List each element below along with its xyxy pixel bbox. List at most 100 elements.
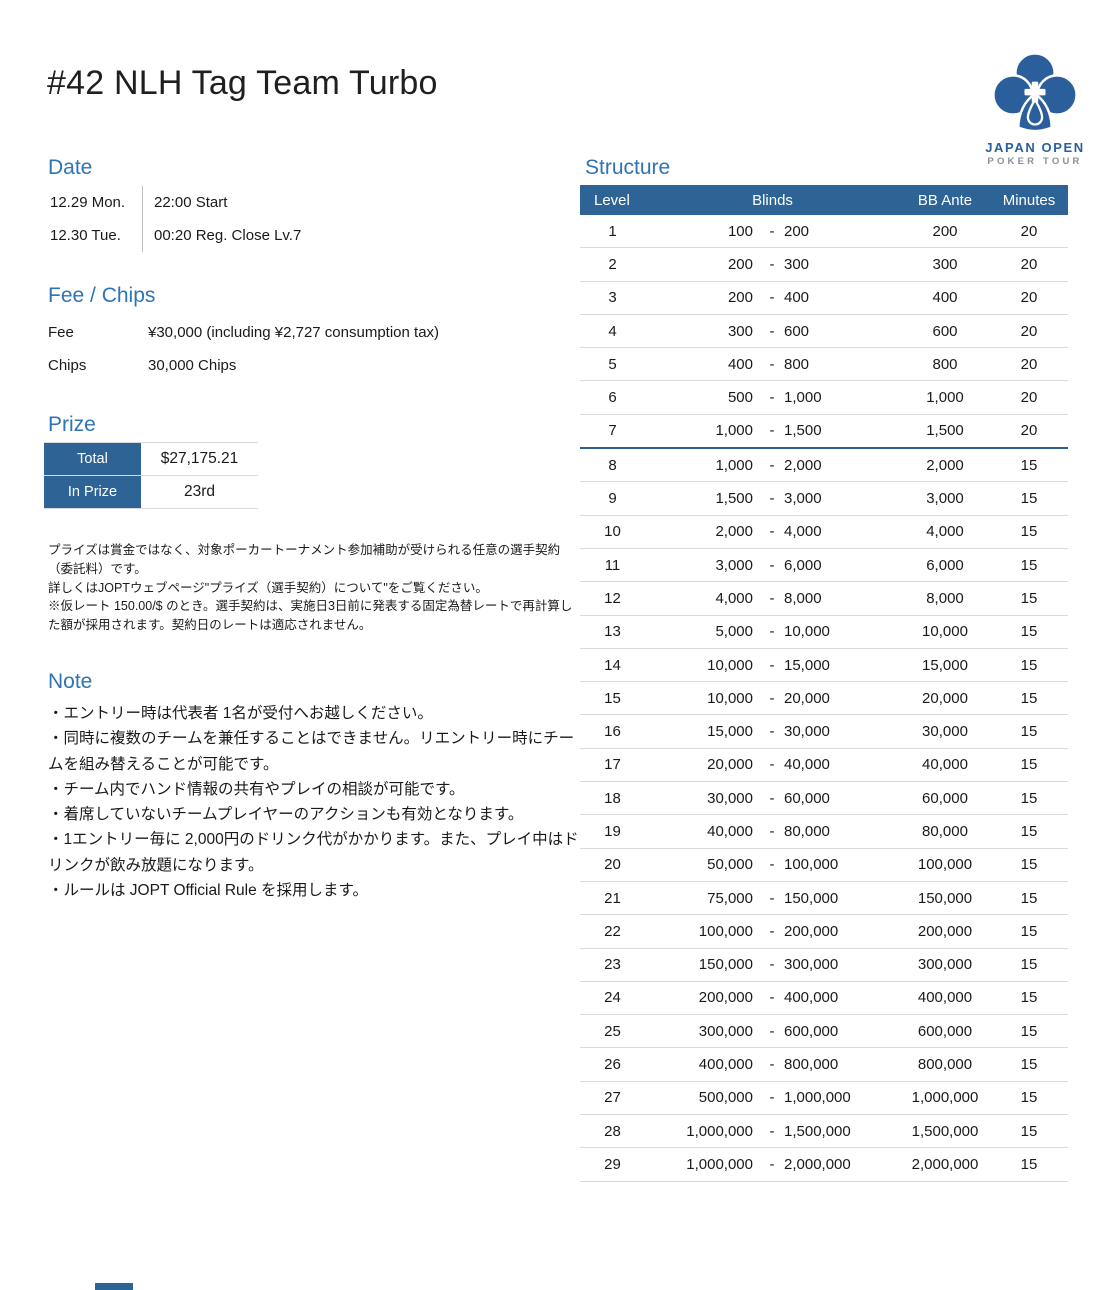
level-cell: 9 [608, 490, 617, 508]
bb-ante-cell: 10,000 [922, 623, 968, 641]
structure-row: 18 30,000 - 60,000 60,000 15 [580, 782, 1068, 816]
small-blind-cell: 75,000 [707, 889, 753, 907]
small-blind-cell: 30,000 [707, 789, 753, 807]
level-cell: 10 [604, 523, 621, 541]
structure-row: 28 1,000,000 - 1,500,000 1,500,000 15 [580, 1115, 1068, 1149]
level-cell: 6 [608, 389, 617, 407]
prize-table: Total $27,175.21 In Prize 23rd [44, 442, 258, 509]
bb-ante-cell: 200,000 [917, 922, 973, 940]
level-column-header: Level [594, 191, 630, 209]
structure-row: 25 300,000 - 600,000 600,000 15 [580, 1015, 1068, 1049]
level-cell: 15 [604, 689, 621, 707]
small-blind-cell: 200 [727, 255, 753, 273]
minutes-cell: 15 [1020, 689, 1038, 707]
note-item: ・着席していないチームプレイヤーのアクションも有効となります。 [48, 806, 524, 823]
small-blind-cell: 500,000 [698, 1089, 753, 1107]
bb-ante-cell: 8,000 [926, 589, 964, 607]
level-cell: 29 [604, 1155, 621, 1173]
small-blind-cell: 300,000 [698, 1022, 753, 1040]
prize-total-label: Total [44, 443, 141, 475]
minutes-cell: 15 [1020, 723, 1038, 741]
bb-ante-cell: 1,000 [926, 389, 964, 407]
minutes-cell: 15 [1020, 589, 1038, 607]
small-blind-cell: 100 [727, 222, 753, 240]
bb-ante-cell: 600 [932, 322, 958, 340]
structure-row: 11 3,000 - 6,000 6,000 15 [580, 549, 1068, 583]
prize-inprize-row: In Prize 23rd [44, 476, 258, 509]
level-cell: 21 [604, 889, 621, 907]
minutes-cell: 20 [1020, 422, 1038, 440]
blinds-separator: - [769, 289, 775, 307]
structure-row: 6 500 - 1,000 1,000 20 [580, 381, 1068, 415]
level-cell: 19 [604, 822, 621, 840]
bb-ante-cell: 40,000 [922, 756, 968, 774]
big-blind-cell: 3,000 [784, 490, 822, 508]
bb-ante-cell: 400 [932, 289, 958, 307]
minutes-cell: 15 [1020, 556, 1038, 574]
blinds-separator: - [769, 456, 775, 474]
level-cell: 4 [608, 322, 617, 340]
structure-row: 24 200,000 - 400,000 400,000 15 [580, 982, 1068, 1016]
big-blind-cell: 200,000 [784, 922, 839, 940]
minutes-cell: 20 [1020, 355, 1038, 373]
big-blind-cell: 8,000 [784, 589, 822, 607]
small-blind-cell: 400 [727, 355, 753, 373]
blinds-separator: - [769, 355, 775, 373]
small-blind-cell: 2,000 [715, 523, 753, 541]
chips-value: 30,000 Chips [148, 357, 237, 374]
bb-ante-cell: 20,000 [922, 689, 968, 707]
logo-text-line2: POKER TOUR [987, 156, 1083, 167]
big-blind-cell: 20,000 [784, 689, 830, 707]
big-blind-cell: 40,000 [784, 756, 830, 774]
minutes-cell: 15 [1020, 1122, 1038, 1140]
minutes-cell: 15 [1020, 1155, 1038, 1173]
blinds-separator: - [769, 956, 775, 974]
blinds-separator: - [769, 1155, 775, 1173]
structure-row: 26 400,000 - 800,000 800,000 15 [580, 1048, 1068, 1082]
level-cell: 1 [608, 222, 617, 240]
small-blind-cell: 200 [727, 289, 753, 307]
bb-ante-cell: 150,000 [917, 889, 973, 907]
blinds-separator: - [769, 856, 775, 874]
small-blind-cell: 500 [727, 389, 753, 407]
prize-disclaimer-paragraph: プライズは賞金ではなく、対象ポーカートーナメント参加補助が受けられる任意の選手契… [48, 543, 561, 576]
blinds-separator: - [769, 422, 775, 440]
minutes-cell: 15 [1020, 623, 1038, 641]
minutes-cell: 15 [1020, 456, 1038, 474]
bb-ante-cell: 2,000 [926, 456, 964, 474]
structure-row: 27 500,000 - 1,000,000 1,000,000 15 [580, 1082, 1068, 1116]
big-blind-cell: 200 [784, 222, 810, 240]
big-blind-cell: 60,000 [784, 789, 830, 807]
level-cell: 13 [604, 623, 621, 641]
blinds-separator: - [769, 689, 775, 707]
structure-row: 1 100 - 200 200 20 [580, 215, 1068, 249]
small-blind-cell: 1,000,000 [686, 1155, 753, 1173]
level-cell: 25 [604, 1022, 621, 1040]
structure-row: 9 1,500 - 3,000 3,000 15 [580, 482, 1068, 516]
logo-text-line1: JAPAN OPEN [985, 140, 1085, 155]
level-cell: 7 [608, 422, 617, 440]
blinds-separator: - [769, 322, 775, 340]
note-item: ・1エントリー毎に 2,000円のドリンク代がかかります。また、プレイ中はドリン… [48, 831, 579, 874]
level-cell: 17 [604, 756, 621, 774]
minutes-cell: 15 [1020, 922, 1038, 940]
prize-disclaimer-paragraph: ※仮レート 150.00/$ のとき。選手契約は、実施日3日前に発表する固定為替… [48, 599, 573, 632]
big-blind-cell: 6,000 [784, 556, 822, 574]
structure-heading: Structure [585, 156, 671, 179]
bb-ante-cell: 1,500,000 [911, 1122, 979, 1140]
minutes-cell: 15 [1020, 756, 1038, 774]
prize-inprize-label: In Prize [44, 476, 141, 508]
big-blind-cell: 600,000 [784, 1022, 839, 1040]
note-list: ・エントリー時は代表者 1名が受付へお越しください。 ・同時に複数のチームを兼任… [48, 701, 580, 903]
date-event: 22:00 Start [142, 186, 301, 219]
minutes-cell: 15 [1020, 1022, 1038, 1040]
blinds-separator: - [769, 1122, 775, 1140]
structure-row: 14 10,000 - 15,000 15,000 15 [580, 649, 1068, 683]
level-cell: 18 [604, 789, 621, 807]
level-cell: 3 [608, 289, 617, 307]
big-blind-cell: 800 [784, 355, 810, 373]
structure-row: 5 400 - 800 800 20 [580, 348, 1068, 382]
small-blind-cell: 20,000 [707, 756, 753, 774]
minutes-cell: 15 [1020, 1089, 1038, 1107]
big-blind-cell: 4,000 [784, 523, 822, 541]
